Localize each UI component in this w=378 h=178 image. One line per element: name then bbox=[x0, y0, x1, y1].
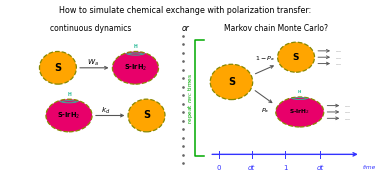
Ellipse shape bbox=[277, 42, 314, 72]
Text: S-IrH$_2$: S-IrH$_2$ bbox=[289, 108, 310, 116]
Text: How to simulate chemical exchange with polarization transfer:: How to simulate chemical exchange with p… bbox=[59, 6, 311, 15]
Text: time: time bbox=[363, 165, 376, 170]
Text: ...: ... bbox=[344, 116, 350, 121]
Ellipse shape bbox=[210, 64, 253, 100]
Text: H: H bbox=[133, 44, 137, 49]
Text: repeat $n_{MC}$ times: repeat $n_{MC}$ times bbox=[186, 72, 195, 124]
Text: ...: ... bbox=[335, 55, 341, 60]
Text: $W_a$: $W_a$ bbox=[87, 58, 99, 69]
Text: S-IrH$_2$: S-IrH$_2$ bbox=[124, 63, 147, 73]
Text: or: or bbox=[181, 24, 189, 33]
Text: continuous dynamics: continuous dynamics bbox=[51, 24, 132, 33]
Ellipse shape bbox=[128, 99, 165, 132]
Text: 0: 0 bbox=[216, 165, 221, 171]
Text: ...: ... bbox=[335, 61, 341, 66]
Text: Markov chain Monte Carlo?: Markov chain Monte Carlo? bbox=[224, 24, 328, 33]
Text: S: S bbox=[54, 63, 62, 73]
Ellipse shape bbox=[39, 51, 76, 84]
Text: 1: 1 bbox=[283, 165, 287, 171]
Ellipse shape bbox=[46, 99, 92, 132]
Text: H: H bbox=[298, 90, 301, 94]
Text: dt: dt bbox=[248, 165, 256, 171]
Text: ...: ... bbox=[344, 109, 350, 114]
Text: dt: dt bbox=[316, 165, 324, 171]
Ellipse shape bbox=[112, 51, 158, 84]
Text: ...: ... bbox=[344, 103, 350, 108]
Text: S-IrH$_2$: S-IrH$_2$ bbox=[57, 110, 81, 121]
Text: $k_d$: $k_d$ bbox=[101, 106, 111, 116]
Text: $1-P_a$: $1-P_a$ bbox=[255, 54, 274, 63]
Text: ...: ... bbox=[335, 48, 341, 53]
Text: S: S bbox=[293, 53, 299, 62]
Text: S: S bbox=[228, 77, 235, 87]
Text: H: H bbox=[67, 92, 71, 97]
Text: S: S bbox=[143, 111, 150, 121]
Text: $P_a$: $P_a$ bbox=[260, 106, 269, 115]
Ellipse shape bbox=[276, 97, 324, 127]
